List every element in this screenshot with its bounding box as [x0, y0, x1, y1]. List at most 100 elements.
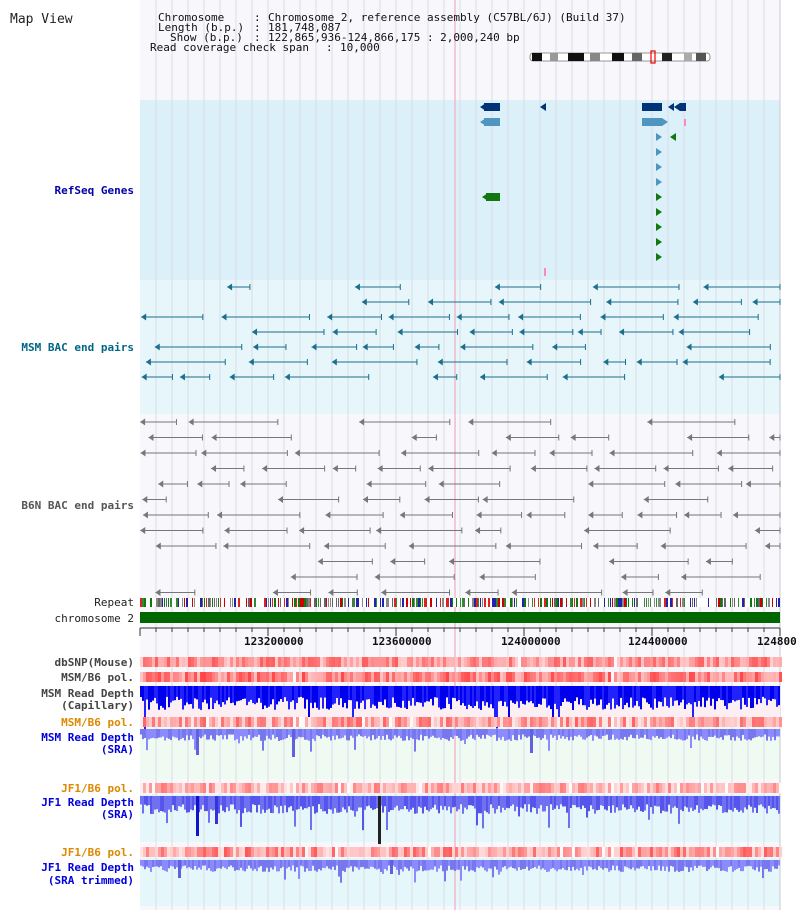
msm-b6-pol-heat-strip[interactable] [140, 672, 782, 682]
depth-bar [356, 796, 358, 812]
depth-bar [418, 686, 420, 703]
depth-bar [340, 686, 342, 699]
depth-bar [726, 796, 728, 813]
heat-cell [569, 783, 572, 793]
depth-bar [738, 729, 740, 738]
msm-bac-track[interactable] [141, 283, 781, 381]
bac-end-marker [399, 511, 405, 519]
depth-bar [688, 860, 690, 872]
heat-cell [584, 672, 587, 682]
depth-bar [322, 796, 324, 812]
heat-cell [734, 657, 737, 667]
depth-bar [536, 686, 538, 707]
dbsnp-heat-strip[interactable] [140, 657, 782, 667]
depth-bar [424, 686, 426, 703]
depth-bar [300, 729, 302, 738]
depth-bar [580, 860, 582, 868]
gene-feature[interactable] [486, 193, 500, 201]
depth-bar [718, 686, 720, 699]
depth-bar [646, 686, 648, 703]
repeat-element [540, 598, 542, 607]
repeat-track[interactable] [140, 598, 780, 607]
gene-feature[interactable] [680, 103, 686, 111]
heat-cell [506, 672, 509, 682]
heat-cell [743, 672, 746, 682]
heat-cell [701, 672, 704, 682]
jf1-trimmed-depth-plot[interactable] [140, 860, 780, 883]
depth-bar [684, 796, 686, 807]
heat-cell [197, 847, 200, 857]
depth-bar [540, 796, 542, 806]
heat-cell [365, 847, 368, 857]
depth-bar [378, 686, 380, 702]
depth-bar [410, 729, 412, 738]
depth-spike [292, 729, 295, 757]
heat-cell [416, 717, 419, 727]
gene-feature[interactable] [642, 118, 662, 126]
gene-feature[interactable] [484, 118, 500, 126]
depth-bar [432, 686, 434, 706]
repeat-element [210, 598, 211, 607]
heat-cell [434, 657, 437, 667]
repeat-element [204, 598, 205, 607]
jf1-b6-pol-heat-strip[interactable] [140, 783, 782, 793]
gene-feature[interactable] [684, 119, 686, 126]
jf1-sra-depth-plot[interactable] [140, 796, 780, 844]
heat-cell [470, 717, 473, 727]
depth-bar [672, 860, 674, 867]
heat-cell [239, 657, 242, 667]
refseq-genes-track[interactable] [480, 103, 686, 276]
depth-bar [602, 729, 604, 736]
gene-feature[interactable] [484, 103, 500, 111]
repeat-element [280, 598, 281, 607]
msm-sra-depth-plot[interactable] [140, 729, 780, 757]
heat-cell [635, 672, 638, 682]
depth-bar [628, 729, 630, 737]
repeat-element [672, 598, 673, 607]
depth-bar [660, 729, 662, 738]
jf1-b6-pol-trimmed-heat-strip[interactable] [140, 847, 782, 857]
chromosome-bar[interactable] [140, 612, 780, 623]
heat-cell [557, 783, 560, 793]
heat-cell [419, 783, 422, 793]
gene-feature[interactable] [642, 103, 662, 111]
bac-end-marker [324, 542, 330, 550]
repeat-element [218, 598, 219, 607]
depth-bar [376, 860, 378, 870]
repeat-element [612, 598, 613, 607]
heat-cell [428, 783, 431, 793]
depth-bar [302, 686, 304, 698]
depth-bar [556, 796, 558, 806]
depth-bar [448, 729, 450, 741]
msm-capillary-depth-plot[interactable] [140, 686, 780, 730]
repeat-element [316, 598, 317, 607]
msm-b6-pol-sra-heat-strip[interactable] [140, 717, 782, 727]
gene-feature[interactable] [544, 268, 546, 276]
repeat-element [216, 598, 217, 607]
depth-bar [164, 796, 166, 813]
depth-bar [730, 729, 732, 741]
depth-bar [524, 796, 526, 805]
bac-end-marker [154, 343, 160, 351]
heat-cell [176, 657, 179, 667]
repeat-element [248, 598, 250, 607]
depth-bar [224, 729, 226, 736]
heat-cell [440, 717, 443, 727]
b6n-bac-track[interactable] [140, 418, 781, 597]
heat-cell [368, 657, 371, 667]
depth-bar [340, 796, 342, 812]
heat-cell [491, 717, 494, 727]
heat-cell [551, 672, 554, 682]
heat-cell [692, 672, 695, 682]
heat-cell [752, 783, 755, 793]
heat-cell [149, 672, 152, 682]
repeat-element [690, 598, 691, 607]
bac-end-marker [684, 511, 690, 519]
depth-bar [258, 860, 260, 868]
chromosome-ideogram[interactable] [529, 50, 711, 64]
depth-bar [720, 860, 722, 871]
heat-cell [263, 847, 266, 857]
depth-bar [240, 729, 242, 737]
depth-bar [262, 686, 264, 710]
